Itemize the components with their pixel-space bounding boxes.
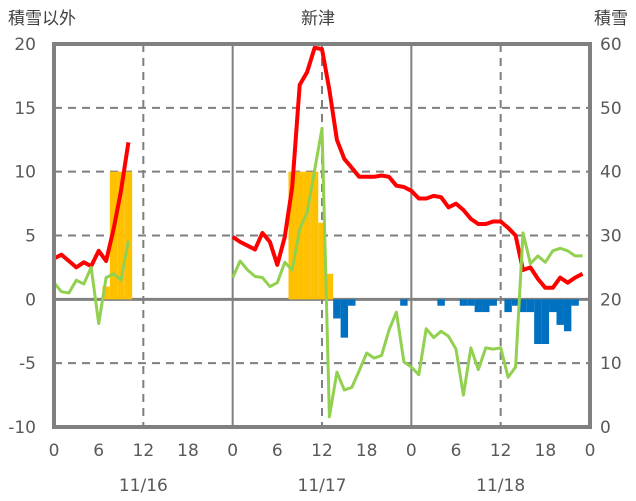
orange-bar (325, 273, 334, 300)
right-tick-label: 10 (600, 354, 622, 374)
blue-bar (482, 299, 490, 313)
x-tick-label: 6 (93, 441, 104, 461)
x-tick-label: 0 (585, 441, 596, 461)
right-tick-label: 40 (600, 163, 622, 183)
date-label: 11/18 (476, 476, 525, 496)
blue-bar (467, 299, 475, 306)
left-axis-ticks: 20 15 10 5 0 -5 -10 (8, 35, 36, 438)
blue-bar (534, 299, 542, 345)
blue-bar (400, 299, 408, 306)
x-tick-label: 18 (535, 441, 557, 461)
left-tick-label: 0 (25, 290, 36, 310)
blue-bar (556, 299, 564, 325)
blue-bar (541, 299, 550, 345)
orange-bar (117, 171, 125, 300)
left-tick-label: -10 (8, 418, 36, 438)
blue-bar (563, 299, 572, 332)
left-tick-label: -5 (19, 354, 36, 374)
blue-bar (549, 299, 557, 313)
right-tick-label: 20 (600, 290, 622, 310)
left-axis-title: 積雪以外 (8, 9, 76, 29)
right-tick-label: 30 (600, 227, 622, 247)
blue-bar (526, 299, 535, 313)
plot-frame (52, 42, 592, 429)
blue-bar (474, 299, 483, 313)
blue-bar (459, 299, 468, 306)
right-tick-label: 60 (600, 35, 622, 55)
date-labels: 11/16 11/17 11/18 (119, 476, 525, 496)
green-line (231, 126, 583, 419)
x-tick-label: 12 (490, 441, 512, 461)
x-tick-label: 6 (451, 441, 462, 461)
x-tick-label: 12 (133, 441, 155, 461)
green-line (52, 240, 130, 326)
right-tick-label: 0 (600, 418, 611, 438)
blue-bar (333, 299, 341, 319)
date-label: 11/17 (298, 476, 347, 496)
x-tick-label: 12 (311, 441, 333, 461)
right-axis-ticks: 60 50 40 30 20 10 0 (600, 35, 622, 438)
blue-bar (340, 299, 349, 338)
x-tick-label: 18 (356, 441, 378, 461)
blue-bar (511, 299, 520, 306)
blue-bar (571, 299, 579, 306)
red-line (231, 45, 584, 290)
left-tick-label: 5 (25, 227, 36, 247)
x-tick-label: 0 (49, 441, 60, 461)
blue-bar (437, 299, 445, 306)
right-axis-title: 積雪 (594, 9, 628, 29)
orange-bar (124, 171, 133, 300)
blue-bar (519, 299, 527, 313)
orange-bar (288, 171, 296, 300)
orange-bar (102, 286, 110, 300)
blue-bar (504, 299, 512, 313)
orange-bar (318, 222, 326, 300)
x-axis-ticks: 0 6 12 18 0 6 12 18 0 6 12 18 0 (49, 441, 596, 461)
x-tick-label: 0 (227, 441, 238, 461)
blue-bar (348, 299, 356, 306)
blue-bar (489, 299, 497, 306)
chart-title: 新津 (301, 9, 335, 29)
x-tick-label: 0 (406, 441, 417, 461)
date-label: 11/16 (119, 476, 168, 496)
left-tick-label: 15 (14, 99, 36, 119)
right-tick-label: 50 (600, 99, 622, 119)
x-tick-label: 6 (272, 441, 283, 461)
left-tick-label: 10 (14, 163, 36, 183)
bars (102, 171, 579, 345)
x-tick-label: 18 (177, 441, 199, 461)
orange-bar (303, 171, 311, 300)
left-tick-label: 20 (14, 35, 36, 55)
orange-bar (310, 171, 319, 300)
